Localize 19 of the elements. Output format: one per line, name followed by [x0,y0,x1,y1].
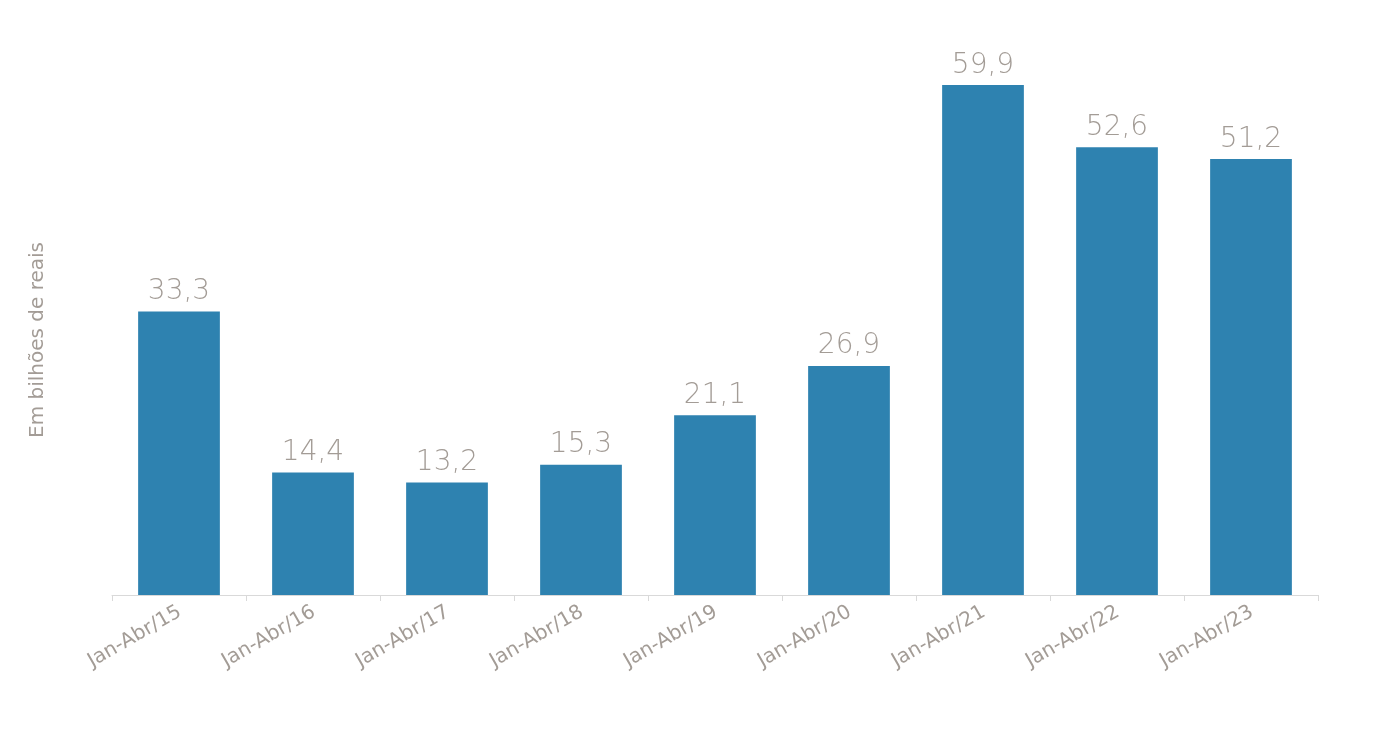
bar [138,311,220,595]
data-label: 21,1 [683,376,747,410]
data-label: 15,3 [549,426,613,460]
data-label: 26,9 [817,327,881,361]
bar [272,472,354,595]
bar [540,464,622,595]
data-label: 51,2 [1219,120,1283,154]
data-label: 33,3 [147,272,211,306]
data-label: 14,4 [281,433,345,467]
bar [674,415,756,595]
bar [808,365,890,595]
bar [406,482,488,595]
bar [1076,147,1158,595]
y-axis-title: Em bilhões de reais [24,242,48,438]
bar [1210,159,1292,595]
bar [942,85,1024,595]
data-label: 13,2 [415,444,479,478]
data-label: 59,9 [951,46,1015,80]
data-label: 52,6 [1085,108,1149,142]
